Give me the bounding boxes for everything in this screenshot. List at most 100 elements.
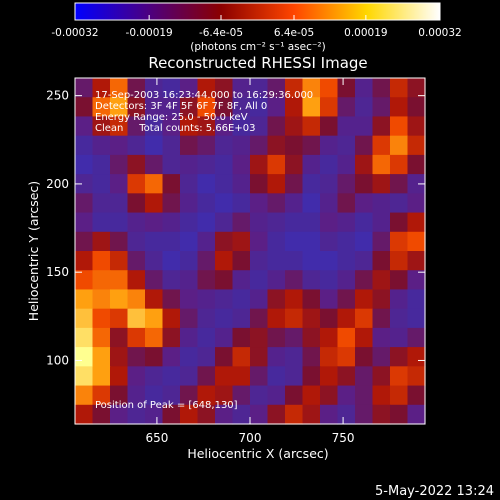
heatmap-cell	[390, 385, 409, 406]
heatmap-cell	[145, 308, 164, 329]
heatmap-cell	[407, 251, 426, 271]
heatmap-cell	[390, 116, 409, 137]
heatmap-cell	[302, 366, 321, 387]
y-tick-label: 200	[46, 177, 69, 191]
heatmap-cell	[127, 193, 146, 214]
heatmap-cell	[250, 78, 269, 98]
heatmap-cell	[162, 174, 181, 194]
heatmap-cell	[302, 347, 321, 367]
heatmap-cell	[407, 212, 426, 233]
heatmap-cell	[337, 231, 356, 252]
heatmap-cell	[127, 347, 146, 367]
heatmap-cell	[197, 212, 216, 233]
heatmap-cell	[145, 212, 164, 233]
heatmap-cell	[320, 78, 339, 98]
heatmap-cell	[162, 154, 181, 175]
heatmap-cell	[162, 97, 181, 118]
heatmap-cell	[127, 308, 146, 329]
heatmap-cell	[337, 289, 356, 310]
heatmap-cell	[110, 154, 129, 175]
heatmap-cell	[127, 78, 146, 98]
heatmap-cell	[162, 135, 181, 156]
heatmap-cell	[250, 404, 269, 425]
heatmap-cell	[390, 174, 409, 194]
heatmap-cell	[75, 289, 94, 310]
heatmap-cell	[215, 327, 234, 348]
heatmap-cell	[302, 212, 321, 233]
heatmap-cell	[267, 347, 286, 367]
heatmap-cell	[302, 174, 321, 194]
heatmap-cell	[285, 154, 304, 175]
heatmap-cell	[75, 78, 94, 98]
y-tick-label: 150	[46, 265, 69, 279]
heatmap-cell	[180, 154, 199, 175]
heatmap-cell	[285, 116, 304, 137]
colorbar-tick-label: 0.00019	[344, 27, 387, 39]
heatmap-cell	[110, 385, 129, 406]
heatmap-cell	[267, 289, 286, 310]
heatmap-cell	[92, 174, 111, 194]
heatmap-cell	[337, 212, 356, 233]
heatmap-cell	[162, 366, 181, 387]
heatmap-cell	[197, 385, 216, 406]
heatmap-cell	[337, 270, 356, 291]
heatmap-cell	[355, 78, 374, 98]
heatmap-cell	[232, 347, 251, 367]
heatmap-cell	[285, 251, 304, 271]
heatmap-cell	[197, 270, 216, 291]
colorbar-tick-label: -0.00019	[126, 27, 173, 39]
heatmap-cell	[407, 404, 426, 425]
heatmap-cell	[162, 308, 181, 329]
heatmap-cell	[267, 308, 286, 329]
heatmap-cell	[372, 289, 391, 310]
heatmap-cell	[407, 78, 426, 98]
heatmap-cell	[407, 385, 426, 406]
heatmap-cell	[372, 154, 391, 175]
heatmap-cell	[127, 385, 146, 406]
heatmap-cell	[390, 251, 409, 271]
heatmap-cell	[75, 231, 94, 252]
heatmap-cell	[232, 174, 251, 194]
heatmap-cell	[92, 347, 111, 367]
heatmap-cell	[180, 231, 199, 252]
heatmap-cell	[337, 308, 356, 329]
heatmap-cell	[267, 97, 286, 118]
heatmap-cell	[92, 366, 111, 387]
heatmap-cell	[267, 174, 286, 194]
heatmap-cell	[407, 270, 426, 291]
heatmap-cell	[372, 404, 391, 425]
heatmap-cell	[197, 135, 216, 156]
heatmap-cell	[355, 174, 374, 194]
heatmap-cell	[320, 174, 339, 194]
annotation-clean-counts: Clean Total counts: 5.66E+03	[95, 123, 255, 134]
heatmap-cell	[320, 404, 339, 425]
heatmap-cell	[285, 212, 304, 233]
heatmap-cell	[390, 270, 409, 291]
heatmap-cell	[127, 270, 146, 291]
heatmap-cell	[232, 289, 251, 310]
heatmap-cell	[320, 385, 339, 406]
heatmap-cell	[407, 193, 426, 214]
heatmap-cell	[285, 231, 304, 252]
heatmap-cell	[75, 135, 94, 156]
heatmap-cell	[75, 327, 94, 348]
y-axis-label: Heliocentric Y (arcsec)	[26, 181, 41, 321]
heatmap-cell	[162, 289, 181, 310]
heatmap-cell	[320, 193, 339, 214]
heatmap-cell	[127, 97, 146, 118]
heatmap-cell	[145, 231, 164, 252]
heatmap-cell	[320, 308, 339, 329]
heatmap-cell	[337, 154, 356, 175]
heatmap-cell	[372, 385, 391, 406]
heatmap-cell	[215, 193, 234, 214]
heatmap-cell	[407, 366, 426, 387]
heatmap-cell	[320, 116, 339, 137]
heatmap-cell	[320, 135, 339, 156]
heatmap-cell	[145, 97, 164, 118]
heatmap-cell	[372, 174, 391, 194]
heatmap-cell	[390, 289, 409, 310]
heatmap-cell	[302, 78, 321, 98]
heatmap-cell	[145, 116, 164, 137]
heatmap-cell	[215, 270, 234, 291]
heatmap-cell	[267, 270, 286, 291]
